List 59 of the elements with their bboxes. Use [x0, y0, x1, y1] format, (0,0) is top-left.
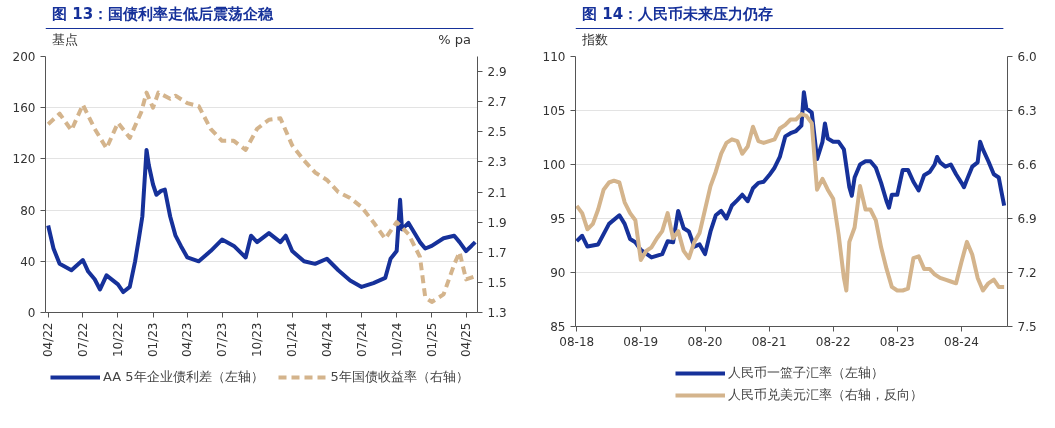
y2-tick-label: 6.9 — [1017, 212, 1037, 226]
x-tick-label: 10/24 — [389, 322, 404, 358]
y2-tick-label: 1.3 — [487, 306, 507, 320]
x-tick-label: 10/22 — [110, 322, 125, 358]
y-tick-label: 0 — [27, 306, 36, 320]
y-tick-label: 100 — [542, 158, 566, 172]
x-tick-label: 08-22 — [815, 334, 851, 349]
x-tick-label: 04/22 — [41, 322, 56, 358]
x-tick-label: 04/25 — [459, 322, 474, 358]
chart-title: 图 14：人民币未来压力仍存 — [582, 4, 774, 23]
y2-axis-title: % pa — [438, 31, 471, 47]
x-tick-label: 08-18 — [559, 334, 595, 349]
y-axis-title: 指数 — [581, 31, 609, 47]
y2-tick-label: 2.3 — [487, 155, 507, 170]
y-tick-label: 40 — [20, 254, 36, 269]
y2-tick-label: 7.5 — [1017, 320, 1037, 334]
line-series — [575, 90, 1007, 260]
y-tick-label: 200 — [12, 50, 36, 64]
x-tick-label: 07/23 — [215, 322, 230, 358]
legend-label: 人民币兑美元汇率（右轴，反向） — [728, 386, 923, 404]
x-tick-label: 01/24 — [285, 322, 300, 358]
y2-tick-label: 7.2 — [1017, 266, 1037, 280]
x-tick-label: 08-24 — [944, 334, 979, 349]
x-tick-label: 01/23 — [146, 322, 161, 358]
legend-label: AA 5年企业债利差（左轴） — [103, 368, 264, 386]
y2-tick-label: 2.7 — [487, 95, 507, 110]
y-tick-label: 110 — [542, 50, 566, 64]
y2-tick-label: 6.3 — [1017, 104, 1037, 118]
y-tick-label: 105 — [542, 104, 566, 118]
y-tick-label: 80 — [20, 203, 36, 218]
x-tick-label: 07/22 — [75, 322, 90, 358]
x-tick-label: 10/23 — [250, 322, 265, 358]
x-tick-label: 07/24 — [354, 322, 369, 358]
line-series — [46, 147, 478, 295]
x-tick-label: 08-23 — [879, 334, 915, 349]
chart-title: 图 13：国债利率走低后震荡企稳 — [52, 4, 275, 23]
y2-tick-label: 1.9 — [487, 215, 507, 230]
x-tick-label: 08-21 — [751, 334, 787, 349]
y2-tick-label: 2.1 — [487, 185, 507, 200]
legend-label: 5年国债收益率（右轴） — [330, 368, 469, 386]
y2-tick-label: 1.7 — [487, 245, 507, 260]
y2-tick-label: 1.5 — [487, 275, 507, 290]
y-tick-label: 160 — [12, 101, 36, 116]
y-axis-title: 基点 — [52, 31, 79, 47]
x-tick-label: 01/25 — [424, 322, 439, 358]
y-tick-label: 85 — [550, 320, 566, 334]
legend-label: 人民币一篮子汇率（左轴） — [728, 364, 884, 382]
y-tick-label: 90 — [550, 266, 566, 280]
x-tick-label: 04/24 — [319, 322, 334, 358]
y2-tick-label: 2.5 — [487, 125, 507, 140]
y-tick-label: 95 — [550, 212, 566, 226]
line-series — [575, 112, 1007, 293]
x-tick-label: 04/23 — [180, 322, 195, 358]
y2-tick-label: 6.6 — [1017, 158, 1037, 172]
x-tick-label: 08-20 — [687, 334, 723, 349]
x-tick-label: 08-19 — [623, 334, 659, 349]
y-tick-label: 120 — [12, 152, 36, 167]
y2-tick-label: 6.0 — [1017, 50, 1037, 64]
y2-tick-label: 2.9 — [487, 65, 507, 80]
